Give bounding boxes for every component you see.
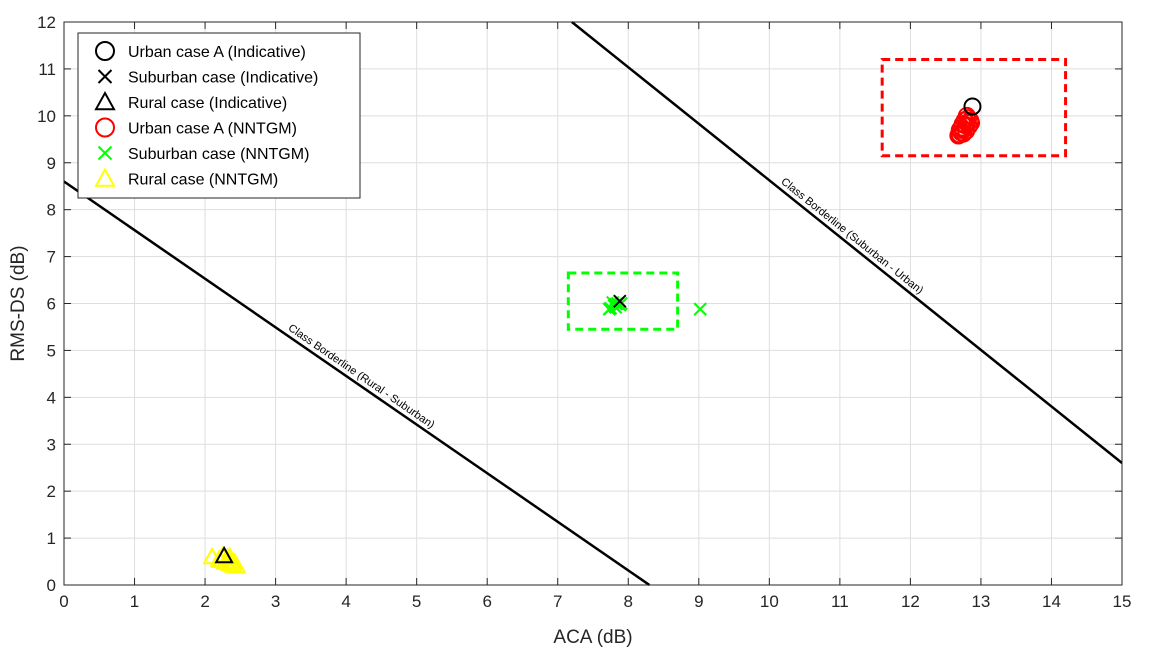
legend-entry-suburban-case-indicative: Suburban case (Indicative) (97, 69, 318, 87)
x-tick-label-5: 5 (412, 592, 421, 611)
legend-label-1: Suburban case (Indicative) (128, 70, 318, 87)
highlight-boxes (566, 58, 1068, 331)
y-tick-label-5: 5 (47, 341, 56, 360)
x-tick-label-7: 7 (553, 592, 562, 611)
point-suburban-case-indicative-0 (613, 294, 627, 308)
legend-label-3: Urban case A (NNTGM) (128, 121, 297, 138)
x-tick-label-1: 1 (130, 592, 139, 611)
point-suburban-case-nntgm-9 (693, 302, 707, 316)
series-urban-case-a-indicative (963, 97, 982, 116)
x-tick-label-0: 0 (59, 592, 68, 611)
highlight-box-1 (566, 271, 680, 331)
point-rural-case-indicative-0 (214, 545, 234, 564)
y-tick-label-1: 1 (47, 529, 56, 548)
y-tick-label-0: 0 (47, 576, 56, 595)
data-points (202, 97, 982, 574)
x-tick-label-4: 4 (341, 592, 350, 611)
y-tick-label-3: 3 (47, 435, 56, 454)
legend-marker-2 (94, 90, 116, 111)
legend-label-2: Rural case (Indicative) (128, 95, 287, 112)
x-tick-label-12: 12 (901, 592, 920, 611)
legend-entry-urban-case-a-indicative: Urban case A (Indicative) (95, 41, 306, 61)
x-tick-label-9: 9 (694, 592, 703, 611)
point-urban-case-a-indicative-0 (963, 97, 982, 116)
x-tick-label-14: 14 (1042, 592, 1061, 611)
y-tick-label-6: 6 (47, 295, 56, 314)
x-tick-label-2: 2 (200, 592, 209, 611)
x-tick-label-15: 15 (1113, 592, 1132, 611)
legend: Urban case A (Indicative) Suburban case (… (77, 32, 361, 199)
borderline-1 (571, 21, 1123, 464)
y-axis-label: RMS-DS (dB) (8, 245, 29, 361)
y-tick-label-10: 10 (37, 107, 56, 126)
legend-marker-4 (97, 145, 113, 161)
legend-entries: Urban case A (Indicative) Suburban case (… (94, 41, 318, 189)
borderline-0 (63, 180, 651, 587)
y-tick-label-11: 11 (38, 60, 56, 79)
x-tick-label-11: 11 (831, 592, 849, 611)
legend-box (77, 32, 361, 199)
highlight-box-0 (880, 58, 1068, 158)
legend-entry-urban-case-a-nntgm: Urban case A (NNTGM) (95, 117, 297, 138)
x-tick-label-8: 8 (624, 592, 633, 611)
legend-label-5: Rural case (NNTGM) (128, 172, 278, 189)
point-urban-case-a-nntgm-16 (953, 115, 972, 134)
x-tick-label-13: 13 (971, 592, 990, 611)
y-tick-label-12: 12 (37, 13, 56, 32)
legend-label-0: Urban case A (Indicative) (128, 44, 306, 61)
y-tick-label-8: 8 (47, 201, 56, 220)
legend-entry-rural-case-indicative: Rural case (Indicative) (94, 90, 287, 112)
legend-entry-rural-case-nntgm: Rural case (NNTGM) (94, 167, 278, 189)
legend-marker-1 (97, 69, 113, 84)
y-tick-label-9: 9 (47, 154, 56, 173)
legend-marker-3 (95, 117, 115, 138)
legend-marker-0 (95, 41, 115, 61)
point-suburban-case-nntgm-6 (602, 302, 616, 316)
y-tick-label-7: 7 (47, 248, 56, 267)
x-axis-label: ACA (dB) (553, 627, 632, 648)
x-tick-label-3: 3 (271, 592, 280, 611)
x-tick-label-6: 6 (482, 592, 491, 611)
x-tick-label-10: 10 (760, 592, 779, 611)
series-suburban-case-indicative (613, 294, 627, 308)
series-urban-case-a-nntgm (949, 106, 981, 145)
legend-entry-suburban-case-nntgm: Suburban case (NNTGM) (97, 145, 309, 163)
legend-label-4: Suburban case (NNTGM) (128, 146, 309, 163)
y-tick-label-2: 2 (47, 482, 56, 501)
legend-marker-5 (94, 167, 116, 187)
series-rural-case-indicative (214, 545, 234, 564)
y-tick-label-4: 4 (47, 388, 56, 407)
